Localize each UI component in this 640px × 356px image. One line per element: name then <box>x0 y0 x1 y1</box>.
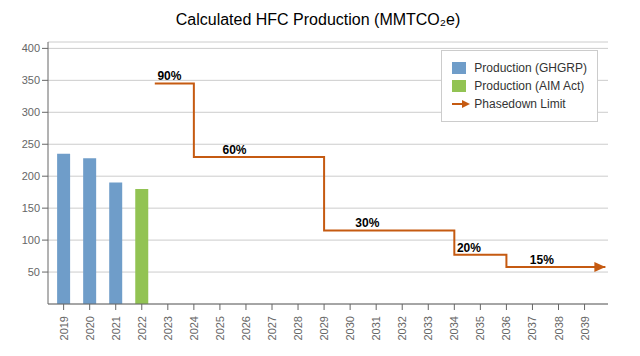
svg-text:2022: 2022 <box>136 316 148 340</box>
svg-text:100: 100 <box>22 234 40 246</box>
svg-text:2020: 2020 <box>84 316 96 340</box>
svg-text:2023: 2023 <box>162 316 174 340</box>
html-text:Production (GHGRP): Production (GHGRP) <box>474 61 587 75</box>
svg-text:2036: 2036 <box>500 316 512 340</box>
svg-text:15%: 15% <box>530 253 554 267</box>
html-text:Phasedown Limit: Phasedown Limit <box>474 97 566 111</box>
svg-text:200: 200 <box>22 170 40 182</box>
html-text:Production (AIM Act): Production (AIM Act) <box>474 79 585 93</box>
svg-text:2039: 2039 <box>579 316 591 340</box>
svg-text:30%: 30% <box>355 216 379 230</box>
svg-text:350: 350 <box>22 74 40 86</box>
svg-text:90%: 90% <box>157 69 181 83</box>
svg-text:2030: 2030 <box>344 316 356 340</box>
svg-text:2027: 2027 <box>266 316 278 340</box>
svg-text:2038: 2038 <box>553 316 565 340</box>
svg-text:2033: 2033 <box>422 316 434 340</box>
svg-text:300: 300 <box>22 106 40 118</box>
html-text:Calculated HFC Production (MMT: Calculated HFC Production (MMTCO₂e) <box>175 11 461 28</box>
svg-text:50: 50 <box>28 266 40 278</box>
svg-text:2026: 2026 <box>240 316 252 340</box>
svg-text:2032: 2032 <box>396 316 408 340</box>
svg-text:2035: 2035 <box>474 316 486 340</box>
svg-text:2031: 2031 <box>370 316 382 340</box>
svg-text:2024: 2024 <box>188 316 200 340</box>
svg-text:2019: 2019 <box>58 316 70 340</box>
svg-text:2034: 2034 <box>448 316 460 340</box>
svg-text:60%: 60% <box>223 143 247 157</box>
svg-text:2025: 2025 <box>214 316 226 340</box>
svg-text:2028: 2028 <box>292 316 304 340</box>
svg-text:2029: 2029 <box>318 316 330 340</box>
svg-text:400: 400 <box>22 42 40 54</box>
svg-text:250: 250 <box>22 138 40 150</box>
svg-text:150: 150 <box>22 202 40 214</box>
svg-text:2021: 2021 <box>110 316 122 340</box>
svg-text:2037: 2037 <box>526 316 538 340</box>
svg-text:20%: 20% <box>457 241 481 255</box>
